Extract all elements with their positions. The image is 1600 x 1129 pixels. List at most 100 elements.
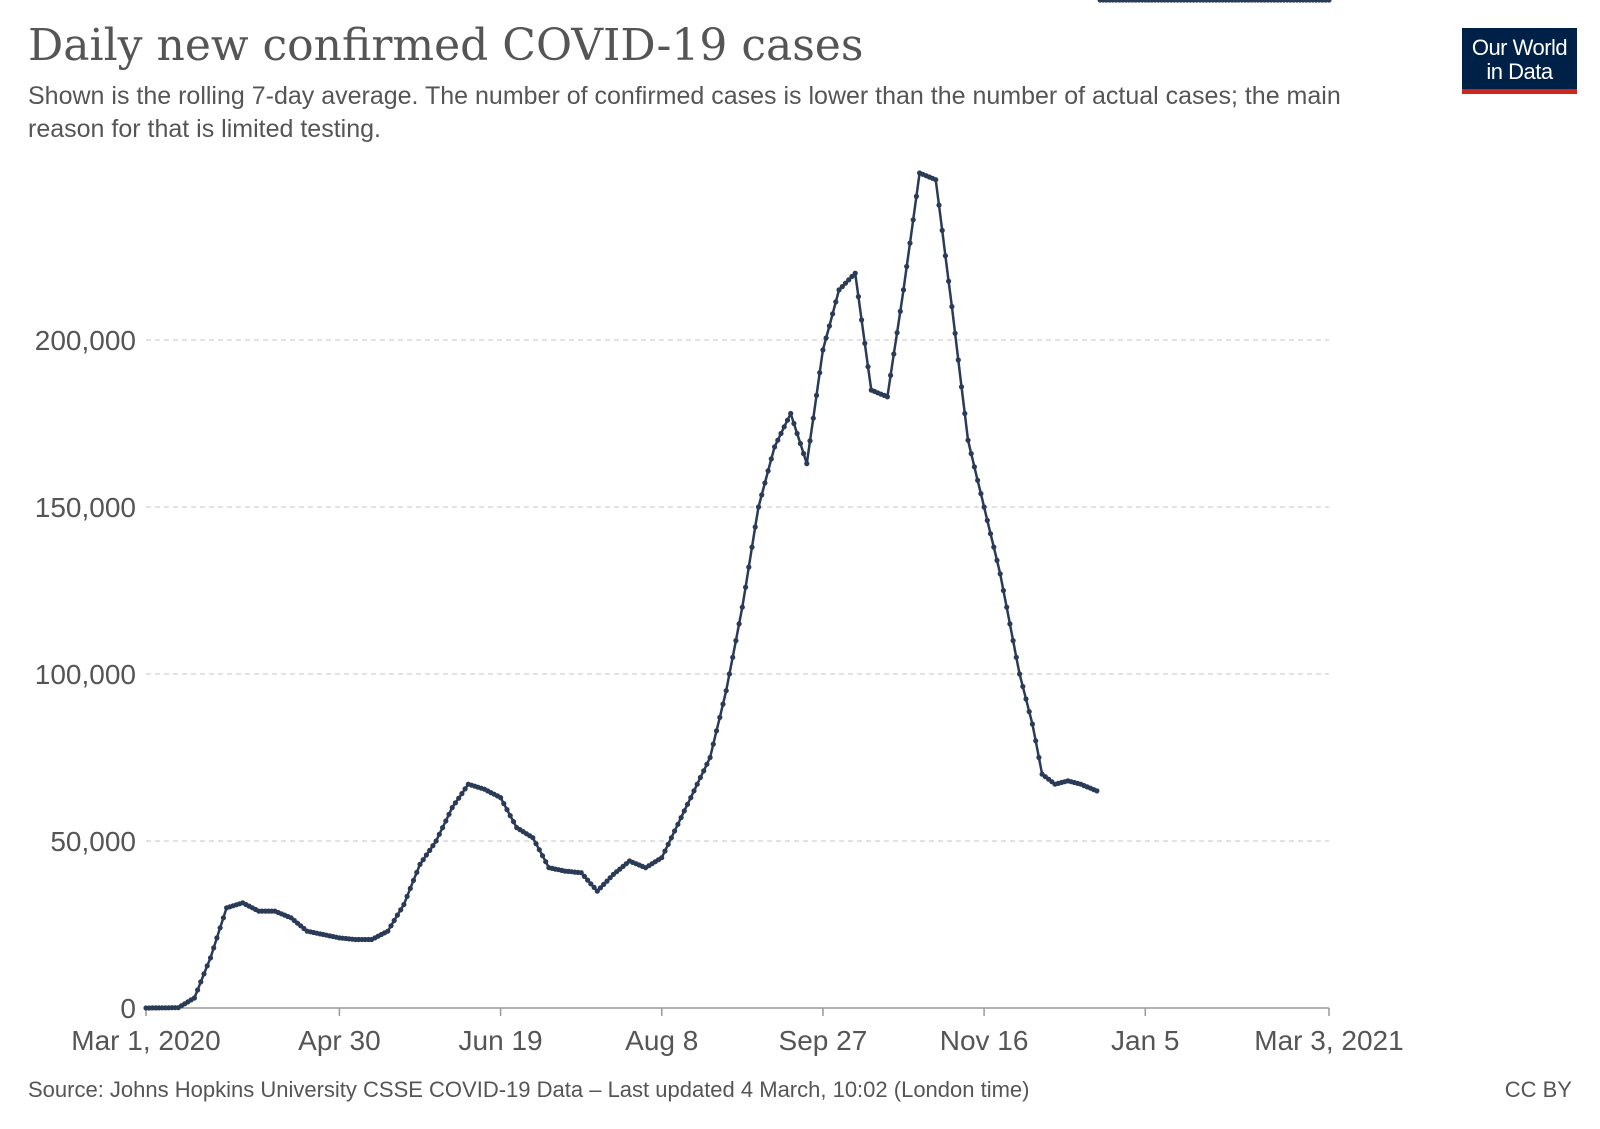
data-point [865, 364, 871, 370]
data-point [839, 284, 845, 290]
data-point [726, 671, 733, 677]
data-point [894, 330, 900, 336]
data-point [791, 420, 797, 427]
data-point [939, 227, 945, 233]
data-point [984, 517, 990, 524]
data-point [826, 323, 833, 329]
data-point [214, 935, 220, 941]
data-point [1029, 721, 1035, 727]
data-point [533, 841, 539, 847]
y-tick-label: 150,000 [35, 492, 136, 523]
data-point [423, 852, 429, 858]
data-point [752, 524, 758, 530]
data-point [578, 870, 584, 876]
data-point [410, 877, 417, 884]
data-point [1026, 709, 1032, 715]
data-point [440, 825, 446, 831]
data-point [604, 878, 610, 884]
data-point [749, 544, 755, 550]
data-point [1023, 696, 1029, 702]
data-point [968, 451, 974, 457]
data-point [1013, 654, 1019, 660]
data-point [978, 491, 984, 497]
x-tick-label: Aug 8 [625, 1025, 698, 1056]
data-point [1094, 788, 1100, 794]
data-point [842, 280, 849, 286]
data-point [859, 317, 865, 323]
source-note: Source: Johns Hopkins University CSSE CO… [28, 1077, 1030, 1102]
data-point [404, 893, 410, 900]
data-point [801, 451, 807, 457]
data-point [997, 571, 1003, 577]
data-point [836, 287, 842, 293]
data-point [536, 847, 542, 853]
data-point [784, 417, 791, 423]
data-point [759, 492, 765, 498]
license-link[interactable]: CC BY [1504, 1077, 1572, 1102]
series-label[interactable]: United States [1338, 0, 1482, 6]
data-point [1000, 587, 1007, 594]
data-point [833, 299, 839, 305]
x-tick-label: Jan 5 [1111, 1025, 1180, 1056]
x-tick-label: Mar 3, 2021 [1254, 1025, 1403, 1056]
data-point [207, 955, 214, 961]
data-point [1010, 638, 1016, 644]
data-point [672, 828, 678, 834]
y-tick-label: 200,000 [35, 325, 136, 356]
data-point [427, 847, 433, 854]
data-point [446, 811, 452, 817]
data-point [204, 963, 210, 969]
data-point [662, 848, 668, 854]
data-point [987, 531, 994, 537]
data-point [394, 912, 400, 918]
data-point [788, 410, 794, 417]
data-point [817, 370, 823, 376]
data-point [433, 838, 439, 844]
data-point [659, 855, 665, 861]
data-point [678, 815, 684, 821]
data-point [707, 754, 713, 761]
data-point [717, 714, 723, 721]
data-point [975, 477, 981, 483]
data-point [510, 819, 517, 825]
data-point [530, 835, 536, 841]
data-point [462, 786, 468, 792]
data-point [443, 818, 449, 824]
data-point [981, 504, 987, 510]
x-tick-label: Nov 16 [940, 1025, 1029, 1056]
data-point [1326, 0, 1332, 3]
data-point [965, 437, 971, 443]
data-point [498, 795, 504, 801]
data-point [195, 987, 201, 993]
data-point [665, 841, 671, 847]
data-point [936, 202, 942, 208]
data-point [211, 945, 217, 951]
data-point [772, 444, 778, 450]
data-point [720, 701, 726, 707]
data-point [697, 774, 704, 781]
data-point [755, 504, 762, 510]
data-point [904, 263, 910, 270]
data-point [768, 456, 774, 462]
x-tick-label: Sep 27 [779, 1025, 868, 1056]
data-point [810, 415, 816, 421]
data-point [675, 821, 681, 827]
data-point [1033, 738, 1039, 744]
data-point [585, 877, 591, 883]
data-point [743, 584, 749, 590]
owid-logo[interactable]: Our World in Data [1462, 28, 1577, 94]
logo-line-2: in Data [1486, 59, 1553, 84]
data-point [952, 330, 958, 336]
data-point [739, 604, 745, 610]
data-point [823, 335, 829, 341]
data-point [684, 801, 691, 807]
data-point [942, 253, 949, 259]
data-point [607, 875, 613, 881]
logo-line-1: Our World [1471, 35, 1568, 60]
data-point [539, 853, 546, 859]
x-tick-label: Jun 19 [459, 1025, 543, 1056]
data-point [601, 881, 607, 888]
data-point [897, 308, 903, 314]
data-point [420, 857, 426, 863]
